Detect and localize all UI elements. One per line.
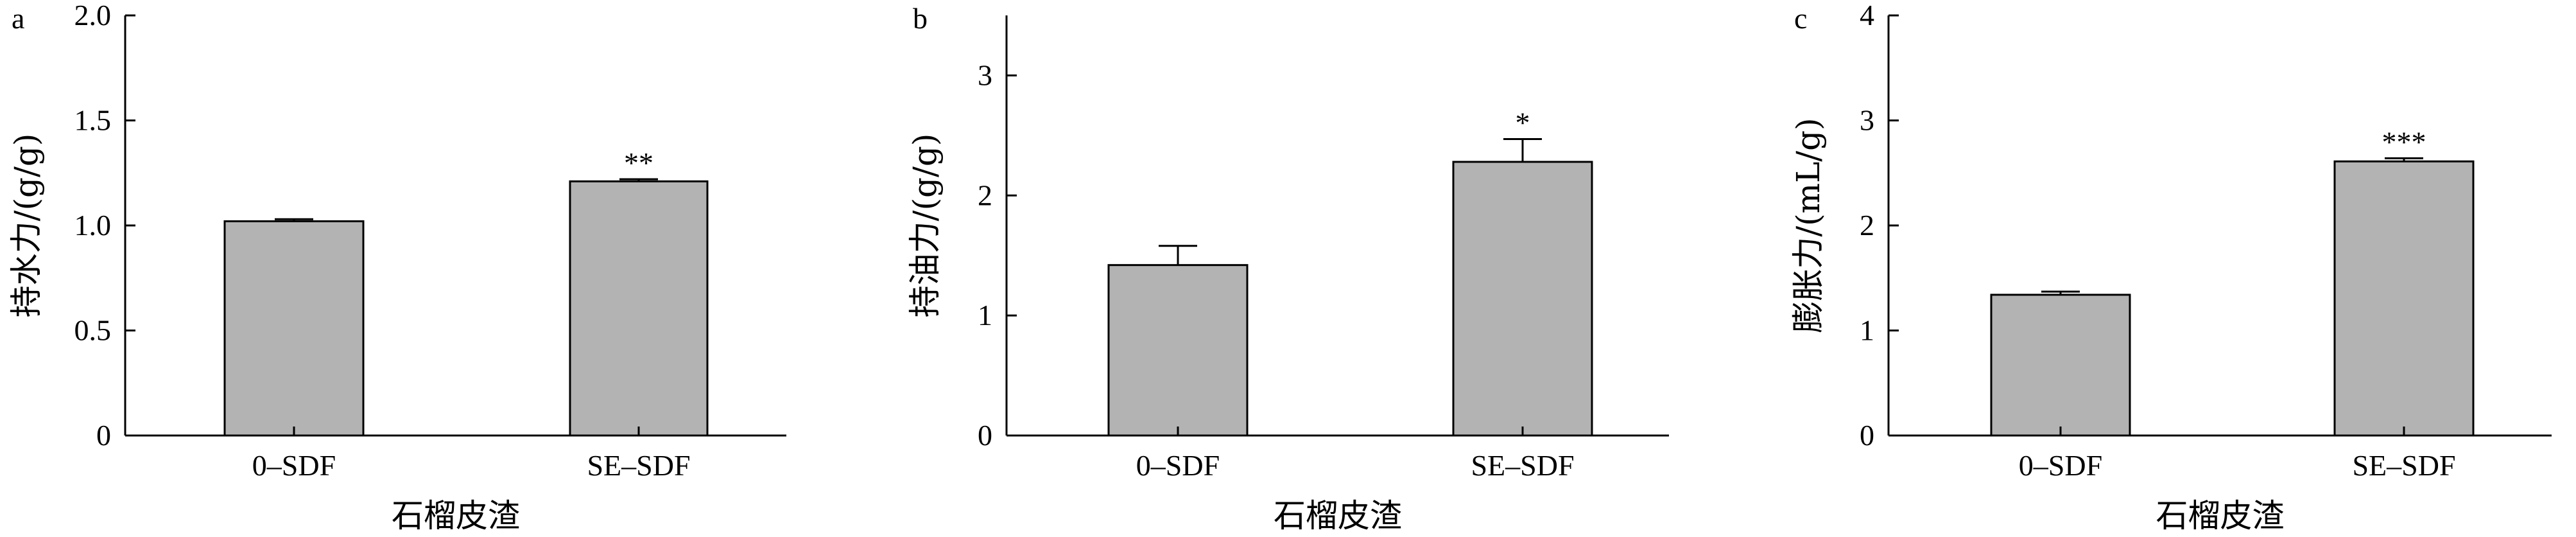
y-tick-label: 0 <box>96 419 111 452</box>
bar <box>1990 294 2131 437</box>
y-tick-label: 2 <box>978 179 992 211</box>
y-axis-title: 持油力/(g/g) <box>906 134 944 318</box>
y-axis-title: 膨胀力/(mL/g) <box>1790 118 1827 333</box>
x-tick-label: 0–SDF <box>1136 449 1220 482</box>
x-axis-title: 石榴皮渣 <box>392 497 520 534</box>
x-tick-label: SE–SDF <box>2352 449 2455 482</box>
bar <box>1452 161 1593 437</box>
x-tick-label: SE–SDF <box>1471 449 1574 482</box>
y-tick-label: 4 <box>1860 0 1874 31</box>
significance-label: ** <box>624 146 653 179</box>
x-tick-label: 0–SDF <box>2019 449 2102 482</box>
bar <box>569 180 709 437</box>
significance-label: *** <box>2382 125 2426 158</box>
y-tick-label: 2.0 <box>74 0 112 31</box>
panel-letter: c <box>1794 2 1807 35</box>
bar <box>223 220 365 437</box>
y-tick-label: 3 <box>978 58 992 91</box>
x-axis-title: 石榴皮渣 <box>1274 497 1402 534</box>
y-axis-title: 持水力/(g/g) <box>8 134 45 318</box>
x-tick-label: SE–SDF <box>587 449 690 482</box>
y-tick-label: 0 <box>978 419 992 452</box>
y-tick-label: 1 <box>1860 314 1874 347</box>
y-tick-label: 1.5 <box>74 104 112 137</box>
y-tick-label: 1.0 <box>74 209 112 242</box>
significance-label: * <box>1516 106 1530 139</box>
y-tick-label: 2 <box>1860 209 1874 242</box>
x-axis-title: 石榴皮渣 <box>2156 497 2285 534</box>
y-tick-label: 3 <box>1860 104 1874 137</box>
panel-letter: a <box>12 2 24 35</box>
bar <box>2333 160 2475 437</box>
panel-letter: b <box>913 2 928 35</box>
y-tick-label: 1 <box>978 299 992 331</box>
bar <box>1107 264 1249 437</box>
y-tick-label: 0 <box>1860 419 1874 452</box>
x-tick-label: 0–SDF <box>252 449 336 482</box>
y-tick-label: 0.5 <box>74 314 112 347</box>
